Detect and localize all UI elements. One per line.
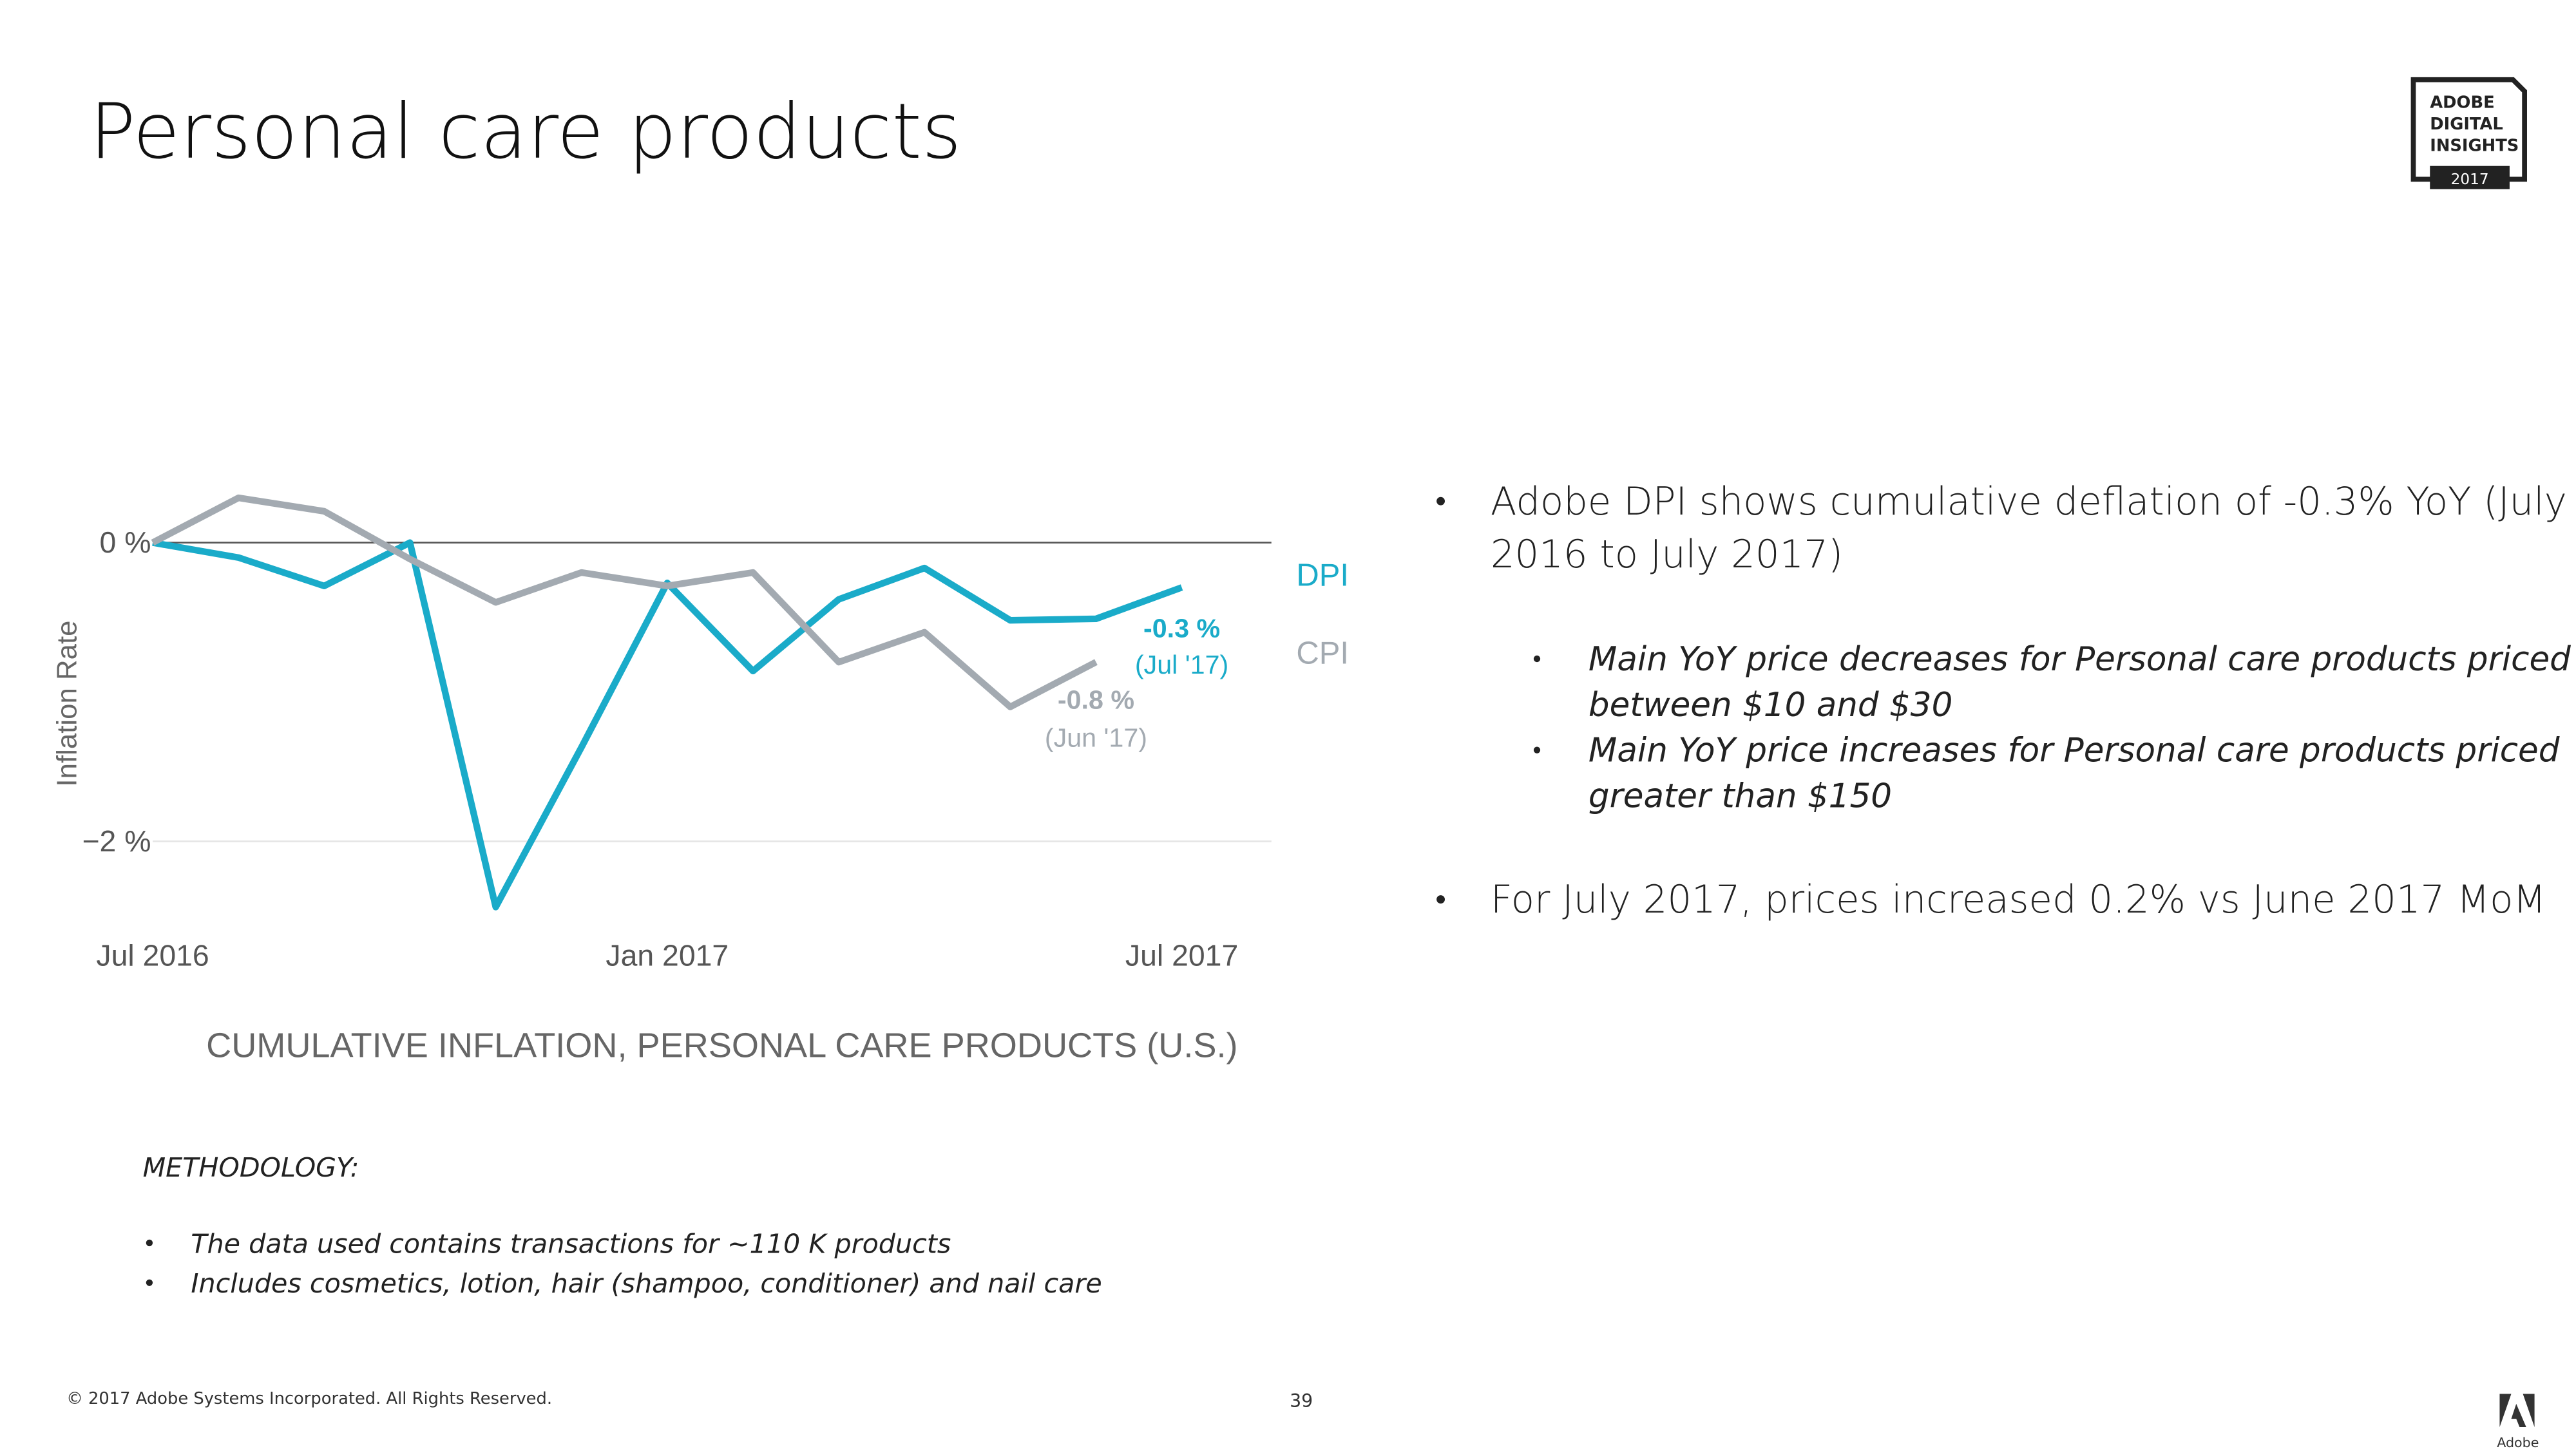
badge-text: INSIGHTS [2430, 137, 2519, 156]
badge-text: DIGITAL [2430, 115, 2503, 134]
sub-bullet-text: greater than $150 [1589, 777, 1892, 816]
methodology-dot [146, 1239, 153, 1247]
bullets: Adobe DPI shows cumulative deflation of … [1436, 479, 2571, 922]
chart: 0 % −2 % Jul 2016 Jan 2017 Jul 2017 Inflation… [52, 494, 1349, 1065]
bullet-text: Adobe DPI shows cumulative deflation of … [1491, 479, 2567, 524]
adobe-logo [2499, 1394, 2535, 1427]
badge: ADOBE DIGITAL INSIGHTS 2017 [2410, 77, 2527, 189]
bullet-dot [1436, 895, 1445, 904]
adobe-logo-text: Adobe [2497, 1435, 2539, 1449]
annotation: (Jul '17) [1135, 650, 1228, 679]
badge-text: ADOBE [2430, 93, 2494, 113]
x-tick-label: Jan 2017 [606, 939, 729, 972]
sub-bullet-text: between $10 and $30 [1589, 686, 1952, 724]
legend-label: DPI [1296, 558, 1349, 593]
sub-bullet-text: Main YoY price decreases for Personal ca… [1589, 640, 2571, 679]
annotation: -0.3 % [1143, 613, 1220, 643]
sub-bullet-dot [1533, 655, 1541, 663]
annotation: -0.8 % [1058, 685, 1134, 714]
methodology: METHODOLOGY: The data used contains trans… [143, 1152, 1102, 1299]
bullet-dot [1436, 497, 1445, 506]
methodology-item: Includes cosmetics, lotion, hair (shampo… [191, 1268, 1102, 1299]
badge-frame [2410, 77, 2527, 182]
bullet-text: For July 2017, prices increased 0.2% vs … [1491, 877, 2546, 922]
chart-title: CUMULATIVE INFLATION, PERSONAL CARE PROD… [206, 1026, 1237, 1065]
y-tick-label: −2 % [82, 824, 151, 858]
sub-bullet-dot [1533, 746, 1541, 753]
y-axis-label: Inflation Rate [52, 620, 83, 786]
methodology-heading: METHODOLOGY: [143, 1152, 359, 1183]
methodology-item: The data used contains transactions for … [191, 1228, 951, 1259]
x-tick-label: Jul 2017 [1125, 939, 1238, 972]
badge-bar [2430, 166, 2510, 189]
sub-bullet-text: Main YoY price increases for Personal ca… [1589, 732, 2560, 770]
badge-year: 2017 [2451, 171, 2489, 188]
page-number: 39 [1290, 1390, 1313, 1412]
y-tick-label: 0 % [100, 526, 151, 559]
line-series [151, 494, 1098, 710]
bullet-text: 2016 to July 2017) [1491, 532, 1843, 576]
x-tick-label: Jul 2016 [96, 939, 209, 972]
slide-title: Personal care products [90, 87, 962, 176]
legend-label: CPI [1296, 636, 1349, 671]
line-series [152, 539, 1183, 911]
annotation: (Jun '17) [1045, 723, 1147, 753]
copyright: © 2017 Adobe Systems Incorporated. All R… [66, 1389, 552, 1408]
methodology-dot [146, 1279, 153, 1286]
